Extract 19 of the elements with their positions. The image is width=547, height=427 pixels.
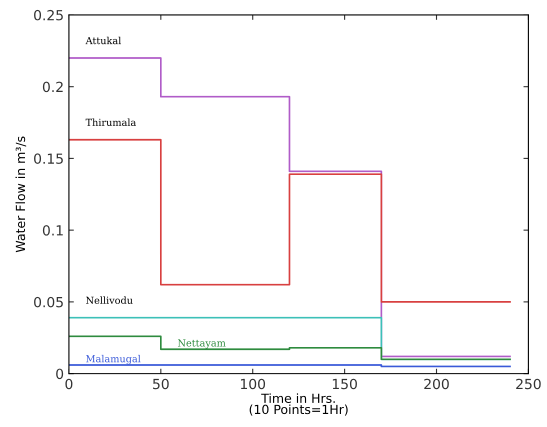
x-tick-label: 100: [240, 378, 266, 390]
series-label: Thirumala: [86, 118, 136, 126]
y-tick-label: 0.25: [34, 10, 63, 20]
series-label: Nellivodu: [86, 296, 133, 304]
series-label: Malamugal: [86, 354, 141, 364]
x-tick-label: 150: [332, 378, 357, 390]
y-tick-label: 0: [56, 368, 64, 380]
x-tick-label: 250: [516, 378, 541, 390]
y-tick-label: 0.1: [42, 225, 63, 236]
y-axis-title: Water Flow in m³/s: [15, 136, 26, 252]
y-tick-label: 0.2: [42, 82, 63, 92]
y-tick-label: 0.15: [34, 153, 63, 164]
x-tick-label: 50: [153, 378, 169, 390]
y-tick-label: 0.05: [34, 296, 63, 308]
series-label: Attukal: [86, 36, 122, 44]
series-label: Nettayam: [178, 339, 226, 349]
x-tick-label: 200: [424, 378, 449, 390]
x-axis-title: Time in Hrs. (10 Points=1Hr): [250, 393, 348, 416]
x-tick-label: 0: [65, 378, 72, 390]
